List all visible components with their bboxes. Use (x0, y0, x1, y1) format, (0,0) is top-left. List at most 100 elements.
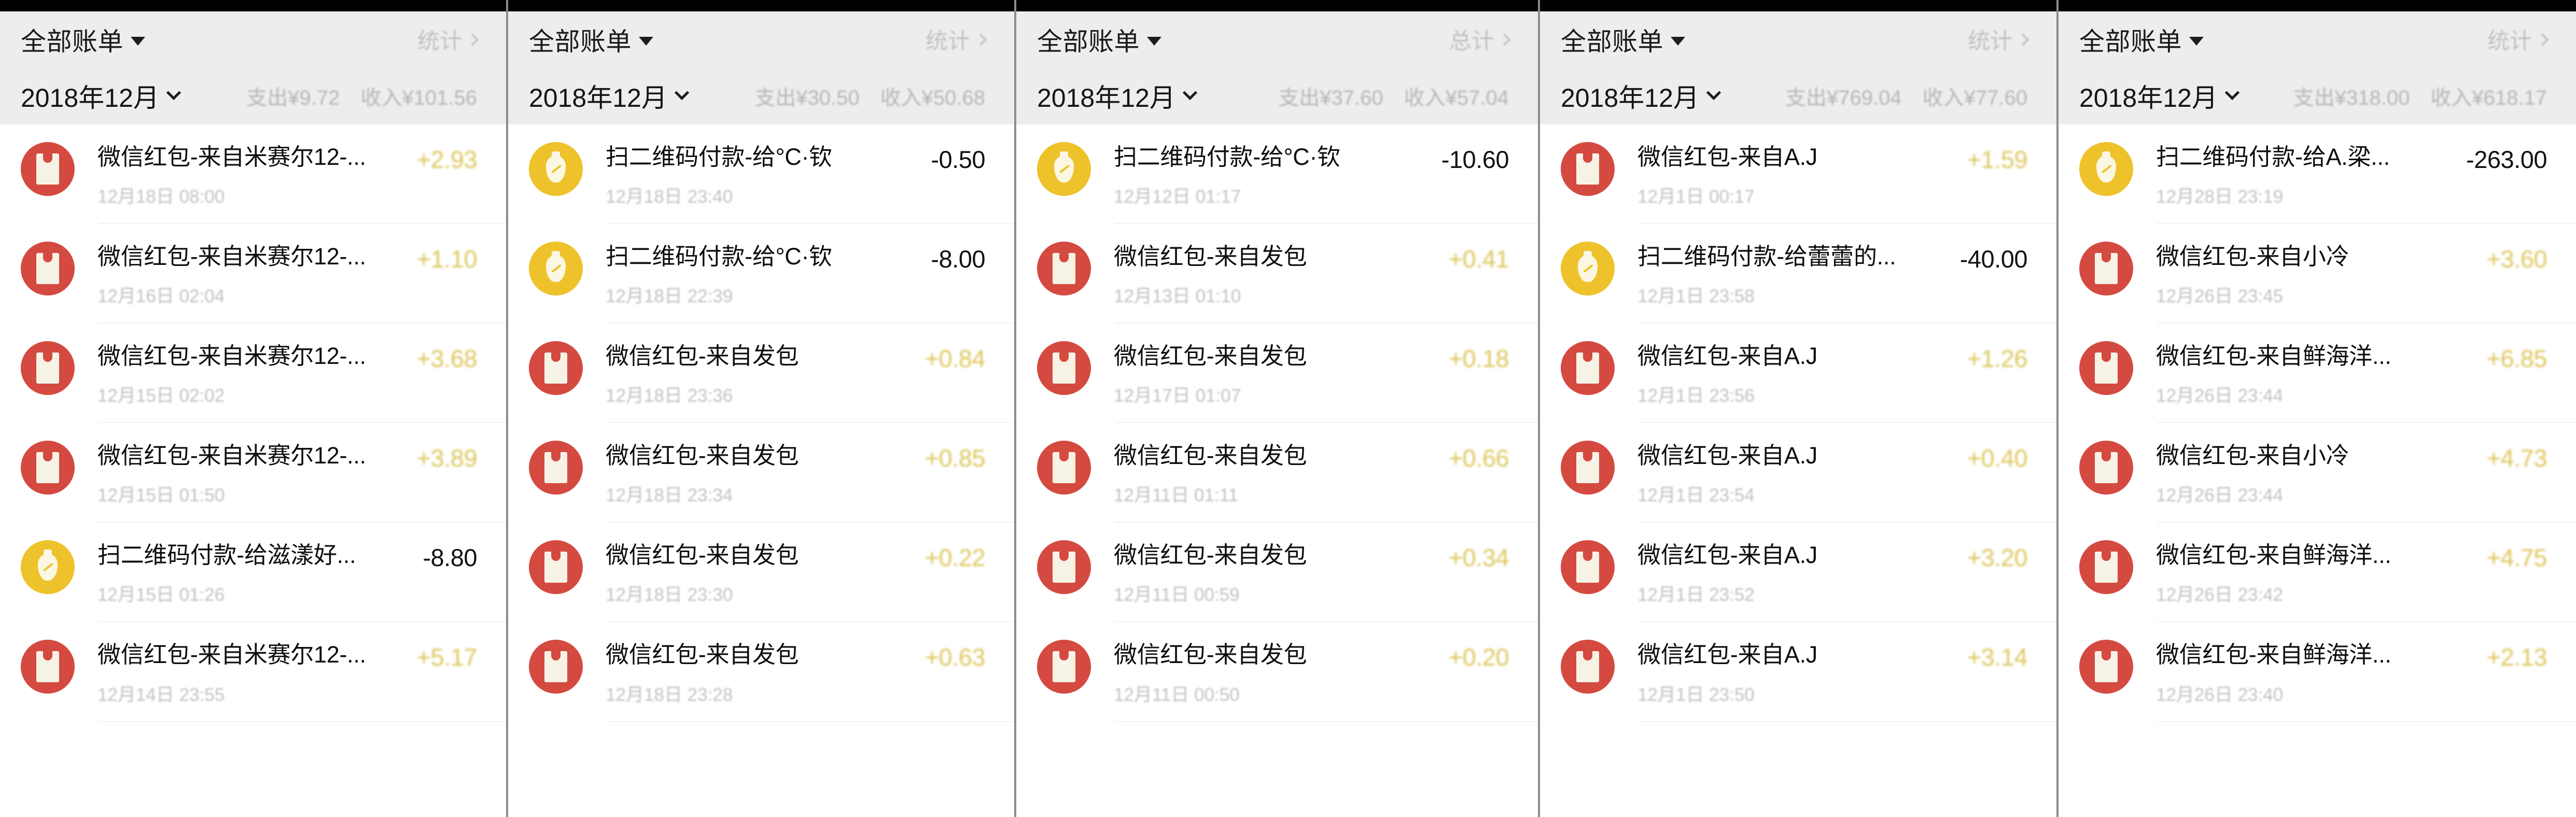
transaction-row[interactable]: 微信红包-来自发包 12月17日 01:07 +0.18 (1016, 323, 1538, 424)
transaction-date: 12月18日 23:36 (606, 386, 733, 406)
transaction-row[interactable]: 微信红包-来自鲜海洋... 12月26日 23:42 +4.75 (2059, 523, 2576, 623)
chevron-right-icon (1498, 33, 1511, 46)
transaction-title: 微信红包-来自鲜海洋... (2156, 343, 2391, 370)
transaction-row[interactable]: 扫二维码付款-给°C·钦 12月12日 01:17 -10.60 (1016, 124, 1538, 224)
month-selector[interactable]: 2018年12月 (1037, 77, 1198, 115)
transaction-row[interactable]: 微信红包-来自米赛尔12-... 12月18日 08:00 +2.93 (0, 124, 506, 224)
transaction-row[interactable]: 微信红包-来自米赛尔12-... 12月15日 01:50 +3.89 (0, 423, 506, 523)
transaction-date: 12月28日 23:19 (2156, 187, 2284, 207)
transaction-row[interactable]: 微信红包-来自A.J 12月1日 23:52 +3.20 (1540, 523, 2056, 623)
month-summary-bar: 2018年12月 支出¥318.00 收入¥618.17 (2059, 67, 2576, 124)
transaction-body: 微信红包-来自鲜海洋... 12月26日 23:40 (2156, 640, 2474, 706)
stats-link[interactable]: 统计 (926, 23, 987, 55)
transaction-body: 微信红包-来自米赛尔12-... 12月14日 23:55 (97, 640, 404, 706)
transaction-title: 微信红包-来自A.J (1637, 144, 1818, 170)
transaction-row[interactable]: 微信红包-来自发包 12月11日 00:59 +0.34 (1016, 523, 1538, 623)
stats-link[interactable]: 统计 (417, 23, 479, 55)
red-packet-icon (529, 540, 583, 595)
month-totals: 支出¥318.00 收入¥618.17 (2293, 81, 2547, 111)
red-packet-icon (1561, 142, 1615, 196)
transaction-row[interactable]: 微信红包-来自米赛尔12-... 12月16日 02:04 +1.10 (0, 224, 506, 324)
transaction-amount: +3.89 (416, 444, 478, 472)
transaction-row[interactable]: 微信红包-来自小冷 12月26日 23:45 +3.60 (2059, 224, 2576, 324)
transaction-title: 微信红包-来自发包 (1114, 641, 1307, 668)
transaction-row[interactable]: 微信红包-来自A.J 12月1日 00:17 +1.59 (1540, 124, 2056, 224)
transaction-row[interactable]: 微信红包-来自发包 12月18日 23:30 +0.22 (508, 523, 1014, 623)
bill-panel-1: 全部账单 统计 2018年12月 支出¥9.72 收入¥101.56 微信红包-来自米赛尔… (0, 0, 508, 817)
transaction-title: 微信红包-来自小冷 (2156, 442, 2349, 469)
transaction-body: 微信红包-来自A.J 12月1日 23:56 (1637, 341, 1955, 407)
chevron-down-icon (1147, 36, 1162, 46)
transaction-title: 微信红包-来自鲜海洋... (2156, 542, 2391, 569)
transaction-row[interactable]: 微信红包-来自发包 12月11日 01:11 +0.66 (1016, 423, 1538, 523)
transaction-row[interactable]: 扫二维码付款-给蕾蕾的... 12月1日 23:58 -40.00 (1540, 224, 2056, 324)
transaction-amount: +3.20 (1967, 544, 2028, 572)
chevron-right-icon (2017, 33, 2029, 46)
bill-header: 全部账单 总计 2018年12月 支出¥37.60 收入¥57.04 (1016, 11, 1538, 124)
transaction-row[interactable]: 扫二维码付款-给滋漾好... 12月15日 01:26 -8.80 (0, 523, 506, 623)
month-selector[interactable]: 2018年12月 (529, 77, 690, 115)
transaction-row[interactable]: 微信红包-来自发包 12月11日 00:50 +0.20 (1016, 622, 1538, 722)
bill-type-label: 全部账单 (1037, 27, 1140, 56)
transaction-row[interactable]: 扫二维码付款-给A.梁... 12月28日 23:19 -263.00 (2059, 124, 2576, 224)
money-bag-icon (21, 540, 75, 595)
transaction-row[interactable]: 微信红包-来自发包 12月13日 01:10 +0.41 (1016, 224, 1538, 324)
transaction-date: 12月26日 23:44 (2156, 386, 2284, 406)
month-summary-bar: 2018年12月 支出¥9.72 收入¥101.56 (0, 67, 506, 124)
month-label: 2018年12月 (1561, 83, 1699, 112)
transaction-date: 12月1日 23:50 (1637, 684, 1755, 705)
transaction-row[interactable]: 微信红包-来自A.J 12月1日 23:54 +0.40 (1540, 423, 2056, 523)
transaction-body: 微信红包-来自发包 12月18日 23:34 (606, 441, 913, 507)
transaction-row[interactable]: 微信红包-来自米赛尔12-... 12月15日 02:02 +3.68 (0, 323, 506, 424)
transaction-row[interactable]: 微信红包-来自米赛尔12-... 12月14日 23:55 +5.17 (0, 622, 506, 722)
transaction-date: 12月1日 23:52 (1637, 585, 1755, 605)
transaction-amount: -263.00 (2466, 146, 2547, 173)
red-packet-icon (2079, 441, 2133, 495)
transaction-row[interactable]: 微信红包-来自小冷 12月26日 23:44 +4.73 (2059, 423, 2576, 523)
income-total: 收入¥77.60 (1922, 87, 2027, 109)
month-label: 2018年12月 (1037, 83, 1175, 112)
transaction-row[interactable]: 微信红包-来自A.J 12月1日 23:50 +3.14 (1540, 622, 2056, 722)
bill-header: 全部账单 统计 2018年12月 支出¥30.50 收入¥50.68 (508, 11, 1014, 124)
money-bag-stripe-icon (551, 164, 562, 174)
bill-type-selector[interactable]: 全部账单 (21, 21, 146, 58)
transaction-amount: +0.22 (925, 544, 986, 572)
bill-type-selector[interactable]: 全部账单 (529, 21, 654, 58)
income-total: 收入¥618.17 (2430, 87, 2547, 109)
red-packet-icon (1037, 242, 1091, 296)
stats-link[interactable]: 统计 (1968, 23, 2029, 55)
month-summary-bar: 2018年12月 支出¥30.50 收入¥50.68 (508, 67, 1014, 124)
chevron-down-icon (1706, 85, 1721, 101)
bill-type-selector[interactable]: 全部账单 (2079, 21, 2204, 58)
transaction-list: 扫二维码付款-给°C·钦 12月12日 01:17 -10.60 微信红包-来自发包 1… (1016, 124, 1538, 722)
month-selector[interactable]: 2018年12月 (2079, 77, 2240, 115)
month-totals: 支出¥9.72 收入¥101.56 (246, 81, 477, 111)
transaction-body: 微信红包-来自发包 12月17日 01:07 (1114, 341, 1436, 407)
transaction-row[interactable]: 微信红包-来自发包 12月18日 23:36 +0.84 (508, 323, 1014, 424)
month-selector[interactable]: 2018年12月 (21, 77, 181, 115)
stats-link[interactable]: 总计 (1449, 23, 1511, 55)
red-packet-icon (1561, 640, 1615, 694)
navigation-bar: 全部账单 统计 (2059, 11, 2576, 67)
transaction-row[interactable]: 微信红包-来自鲜海洋... 12月26日 23:44 +6.85 (2059, 323, 2576, 424)
transaction-row[interactable]: 扫二维码付款-给°C·钦 12月18日 23:40 -0.50 (508, 124, 1014, 224)
transaction-title: 微信红包-来自A.J (1637, 542, 1818, 569)
navigation-bar: 全部账单 统计 (508, 11, 1014, 67)
transaction-title: 扫二维码付款-给°C·钦 (606, 243, 832, 270)
red-packet-icon (529, 441, 583, 495)
transaction-row[interactable]: 扫二维码付款-给°C·钦 12月18日 22:39 -8.00 (508, 224, 1014, 324)
red-packet-icon (21, 142, 75, 196)
transaction-row[interactable]: 微信红包-来自A.J 12月1日 23:56 +1.26 (1540, 323, 2056, 424)
transaction-date: 12月18日 23:28 (606, 684, 733, 705)
month-label: 2018年12月 (2079, 83, 2218, 112)
transaction-row[interactable]: 微信红包-来自发包 12月18日 23:28 +0.63 (508, 622, 1014, 722)
month-selector[interactable]: 2018年12月 (1561, 77, 1721, 115)
bill-type-selector[interactable]: 全部账单 (1037, 21, 1162, 58)
transaction-row[interactable]: 微信红包-来自发包 12月18日 23:34 +0.85 (508, 423, 1014, 523)
transaction-body: 微信红包-来自鲜海洋... 12月26日 23:44 (2156, 341, 2474, 407)
chevron-down-icon (1182, 85, 1198, 101)
stats-link[interactable]: 统计 (2487, 23, 2549, 55)
bill-type-selector[interactable]: 全部账单 (1561, 21, 1686, 58)
status-bar (2059, 0, 2576, 11)
transaction-row[interactable]: 微信红包-来自鲜海洋... 12月26日 23:40 +2.13 (2059, 622, 2576, 722)
